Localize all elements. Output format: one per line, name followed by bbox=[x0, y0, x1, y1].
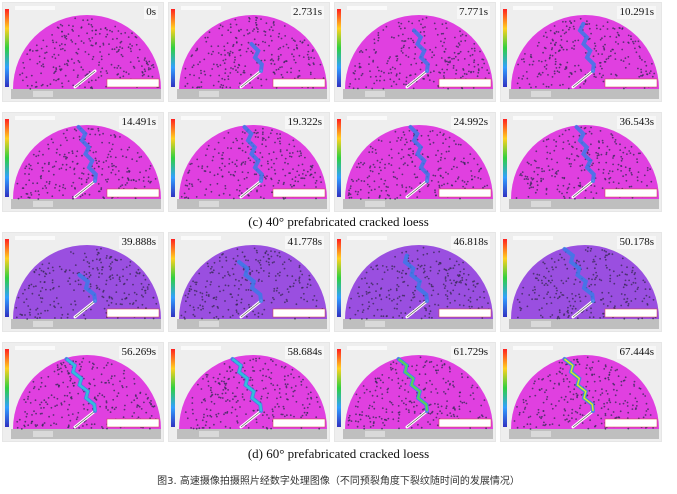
specimen-image bbox=[335, 343, 495, 441]
specimen-image bbox=[501, 233, 661, 331]
time-label: 2.731s bbox=[290, 6, 324, 19]
specimen-image bbox=[335, 3, 495, 101]
specimen-image bbox=[501, 343, 661, 441]
time-label: 58.684s bbox=[285, 346, 324, 359]
specimen-image bbox=[3, 3, 163, 101]
specimen-panel: 46.818s bbox=[334, 232, 496, 332]
time-label: 56.269s bbox=[119, 346, 158, 359]
time-label: 46.818s bbox=[451, 236, 490, 249]
time-label: 10.291s bbox=[617, 6, 656, 19]
specimen-panel: 10.291s bbox=[500, 2, 662, 102]
specimen-image bbox=[335, 233, 495, 331]
specimen-panel: 58.684s bbox=[168, 342, 330, 442]
specimen-image bbox=[169, 113, 329, 211]
specimen-panel: 14.491s bbox=[2, 112, 164, 212]
specimen-panel: 19.322s bbox=[168, 112, 330, 212]
time-label: 61.729s bbox=[451, 346, 490, 359]
time-label: 24.992s bbox=[451, 116, 490, 129]
specimen-image bbox=[3, 233, 163, 331]
specimen-image bbox=[169, 343, 329, 441]
specimen-image bbox=[3, 113, 163, 211]
time-label: 36.543s bbox=[617, 116, 656, 129]
specimen-panel: 39.888s bbox=[2, 232, 164, 332]
specimen-panel: 67.444s bbox=[500, 342, 662, 442]
specimen-panel: 7.771s bbox=[334, 2, 496, 102]
specimen-panel: 0s bbox=[2, 2, 164, 102]
specimen-panel: 61.729s bbox=[334, 342, 496, 442]
caption-c: (c) 40° prefabricated cracked loess bbox=[248, 214, 429, 229]
specimen-panel: 50.178s bbox=[500, 232, 662, 332]
caption-d: (d) 60° prefabricated cracked loess bbox=[247, 446, 430, 461]
specimen-panel: 36.543s bbox=[500, 112, 662, 212]
time-label: 39.888s bbox=[119, 236, 158, 249]
time-label: 19.322s bbox=[285, 116, 324, 129]
time-label: 14.491s bbox=[119, 116, 158, 129]
specimen-panel: 56.269s bbox=[2, 342, 164, 442]
specimen-image bbox=[169, 3, 329, 101]
time-label: 0s bbox=[144, 6, 158, 19]
specimen-image bbox=[335, 113, 495, 211]
specimen-panel: 24.992s bbox=[334, 112, 496, 212]
time-label: 50.178s bbox=[617, 236, 656, 249]
specimen-panel: 2.731s bbox=[168, 2, 330, 102]
time-label: 7.771s bbox=[456, 6, 490, 19]
figure-caption: 图3. 高速摄像拍摄照片经数字处理图像（不同预裂角度下裂纹随时间的发展情况） bbox=[157, 476, 520, 487]
specimen-image bbox=[501, 3, 661, 101]
time-label: 41.778s bbox=[285, 236, 324, 249]
specimen-image bbox=[501, 113, 661, 211]
time-label: 67.444s bbox=[617, 346, 656, 359]
specimen-image bbox=[169, 233, 329, 331]
specimen-panel: 41.778s bbox=[168, 232, 330, 332]
specimen-image bbox=[3, 343, 163, 441]
